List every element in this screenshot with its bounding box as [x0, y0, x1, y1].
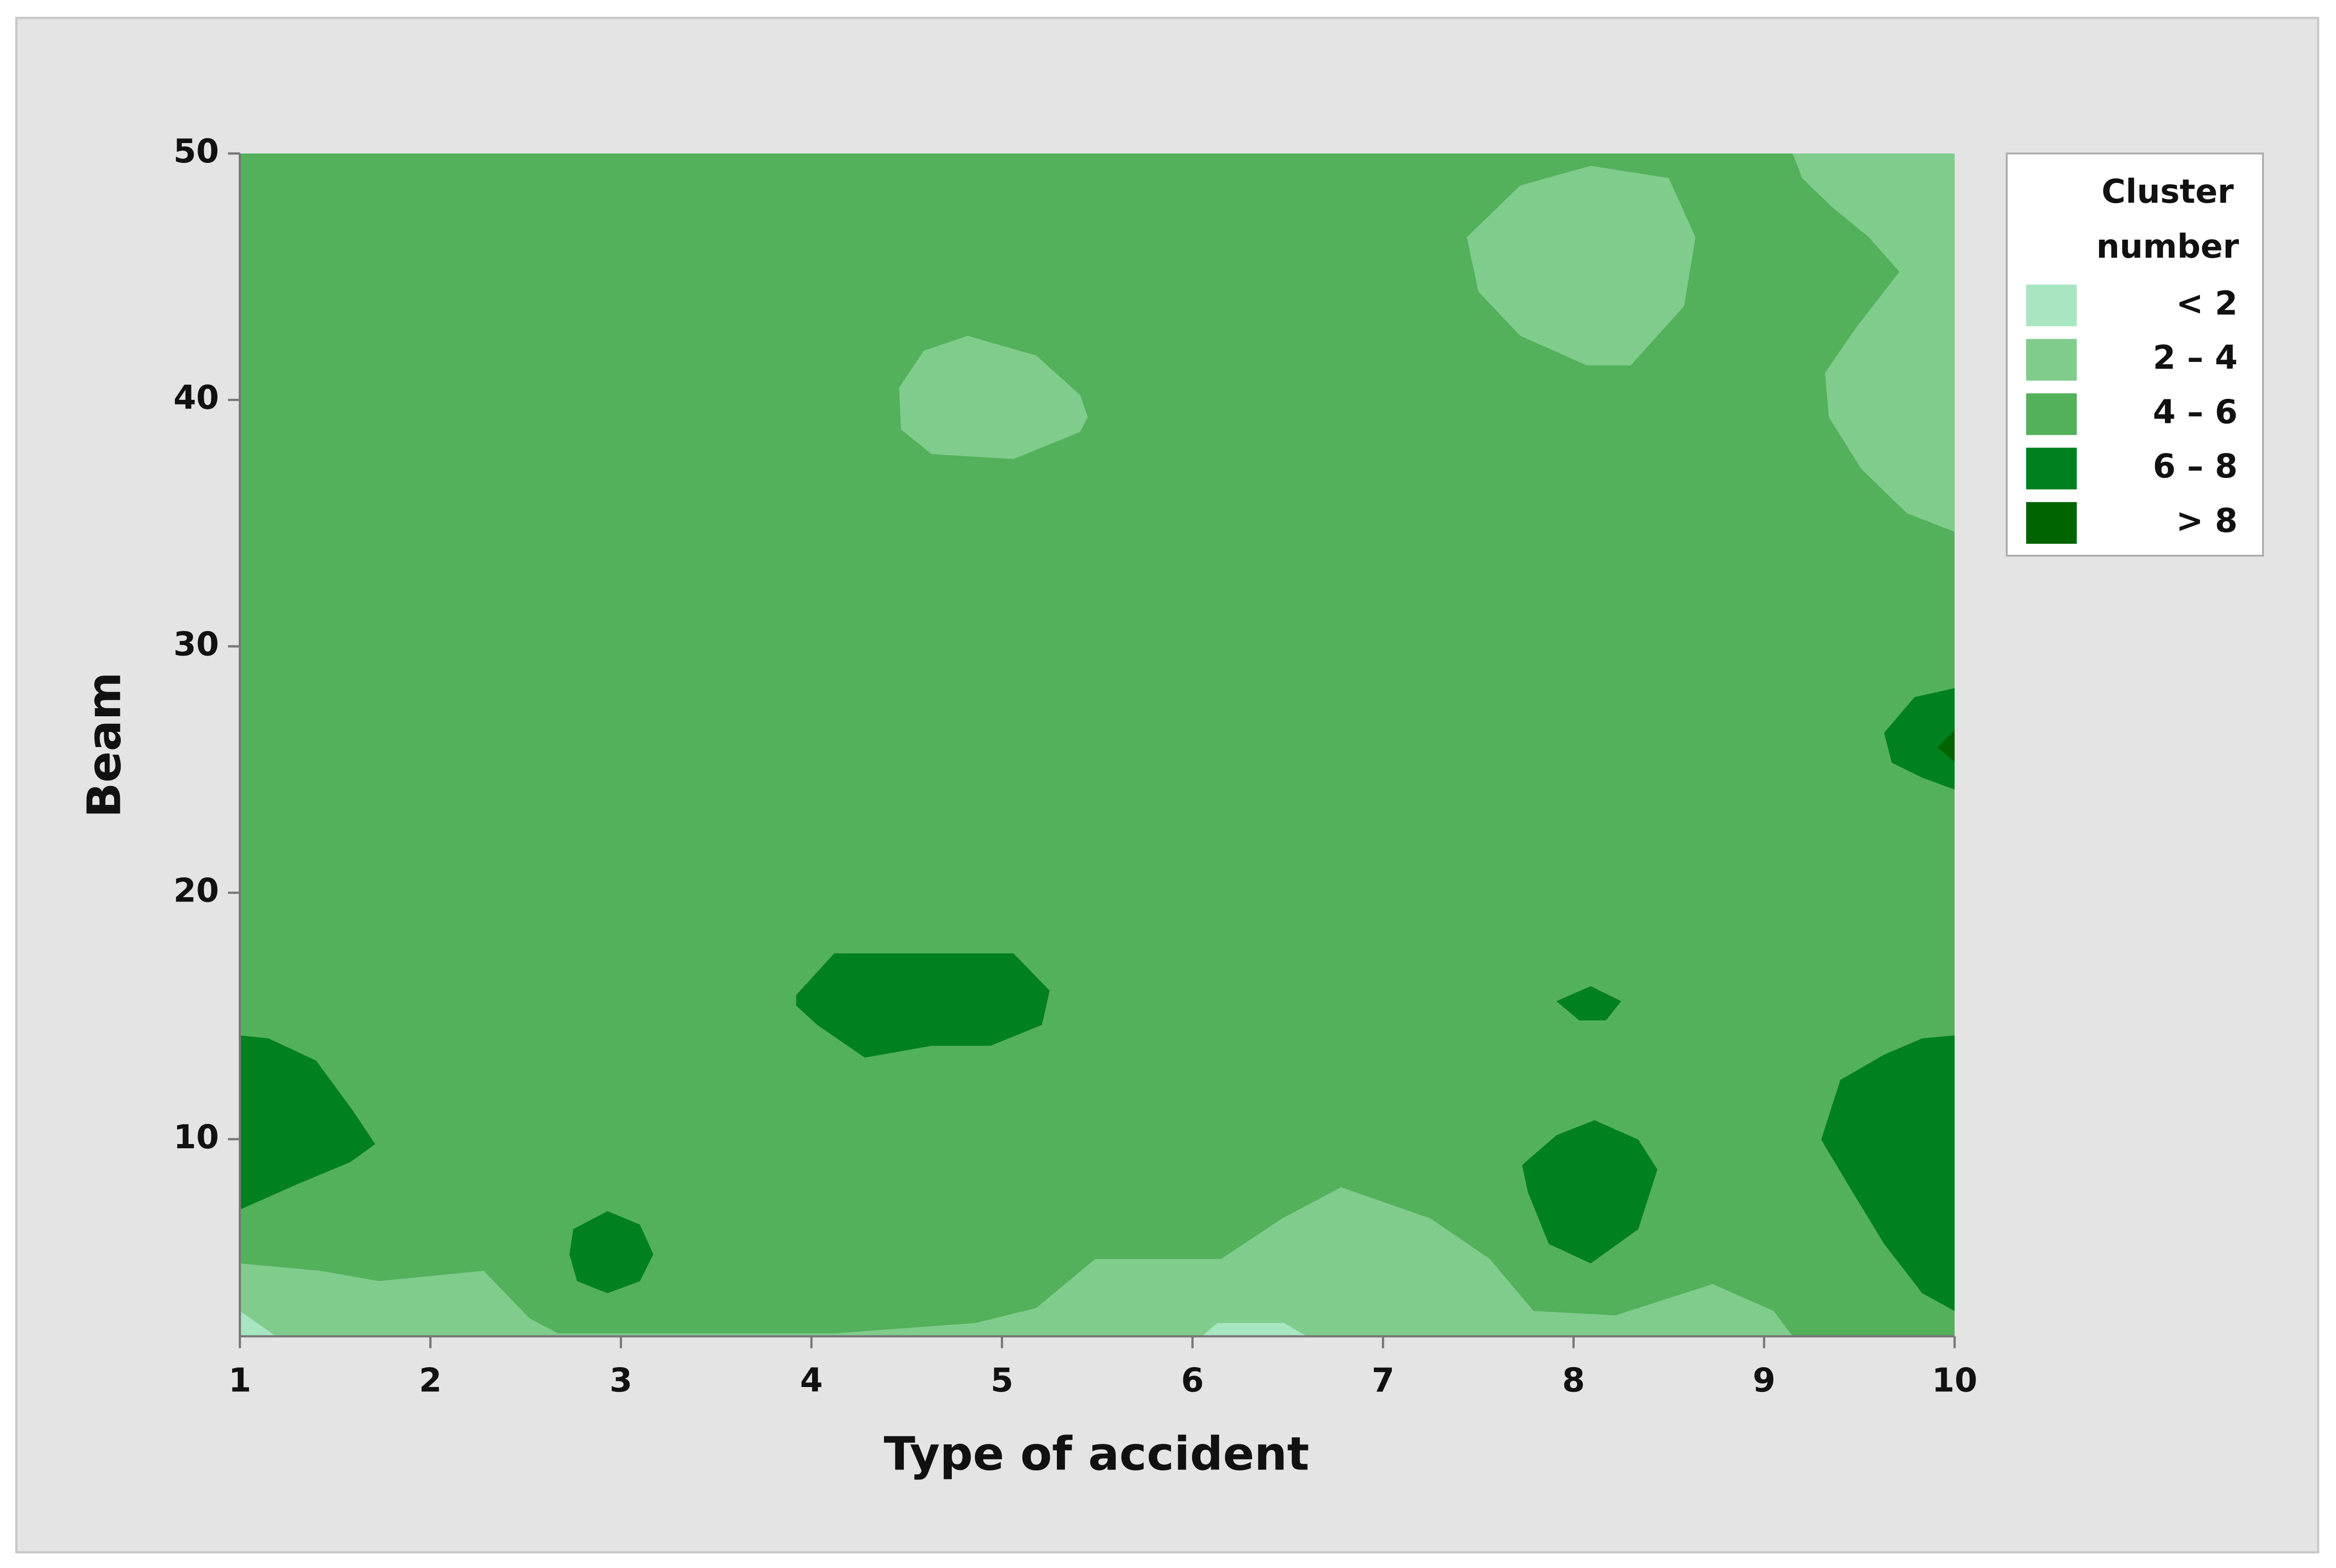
- contour-background: [240, 153, 1955, 1336]
- x-tick-label: 2: [419, 1361, 442, 1399]
- x-tick-label: 3: [610, 1361, 632, 1399]
- x-tick-label: 8: [1562, 1361, 1585, 1399]
- x-tick-label: 4: [800, 1361, 823, 1399]
- y-tick-label: 40: [173, 379, 219, 417]
- contour-region: [240, 1035, 375, 1210]
- y-tick-label: 30: [173, 625, 219, 663]
- contour-region: [1202, 1323, 1307, 1336]
- legend-label: 2 – 4: [2153, 339, 2237, 377]
- y-tick-label: 20: [173, 872, 219, 910]
- contour-region: [1937, 730, 1955, 762]
- contour-region: [1821, 1035, 1955, 1311]
- legend-label: 4 – 6: [2153, 393, 2237, 431]
- contour-region: [899, 335, 1088, 460]
- legend-title-box: Cluster number: [2096, 174, 2239, 267]
- contour-region: [1522, 1120, 1658, 1263]
- legend-swatch: [2026, 284, 2077, 326]
- contour-region: [1467, 165, 1696, 366]
- contour-region: [1793, 153, 1955, 532]
- contour-region: [240, 1311, 276, 1336]
- contour-region: [569, 1211, 654, 1293]
- contour-region: [1556, 986, 1622, 1021]
- x-tick-label: 1: [228, 1361, 251, 1399]
- legend-title: Cluster number: [2096, 174, 2239, 267]
- legend-label: 6 – 8: [2153, 448, 2237, 486]
- y-tick-label: 50: [173, 133, 219, 171]
- contour-region: [796, 953, 1050, 1058]
- x-tick-label: 10: [1932, 1361, 1977, 1399]
- y-axis-label: Beam: [77, 672, 131, 818]
- x-tick-label: 7: [1371, 1361, 1394, 1399]
- x-tick-label: 5: [991, 1361, 1013, 1399]
- legend: < 2 2 – 4 4 – 6 6 – 8 > 8: [2026, 284, 2237, 544]
- x-tick-label: 6: [1181, 1361, 1204, 1399]
- contour-region: [1884, 688, 1955, 790]
- legend-label: > 8: [2176, 502, 2237, 540]
- plot-area: [240, 153, 1955, 1336]
- legend-label: < 2: [2176, 285, 2237, 323]
- contour-region: [240, 1187, 1793, 1336]
- legend-swatch: [2026, 393, 2077, 435]
- y-tick-label: 10: [173, 1118, 219, 1156]
- axes: 1 2 3 4 5 6 7 8 9 10 10 20 30 40 50: [173, 133, 1977, 1399]
- x-axis-label: Type of accident: [884, 1427, 1309, 1480]
- legend-swatch: [2026, 502, 2077, 544]
- legend-swatch: [2026, 448, 2077, 490]
- x-tick-label: 9: [1753, 1361, 1776, 1399]
- legend-swatch: [2026, 339, 2077, 381]
